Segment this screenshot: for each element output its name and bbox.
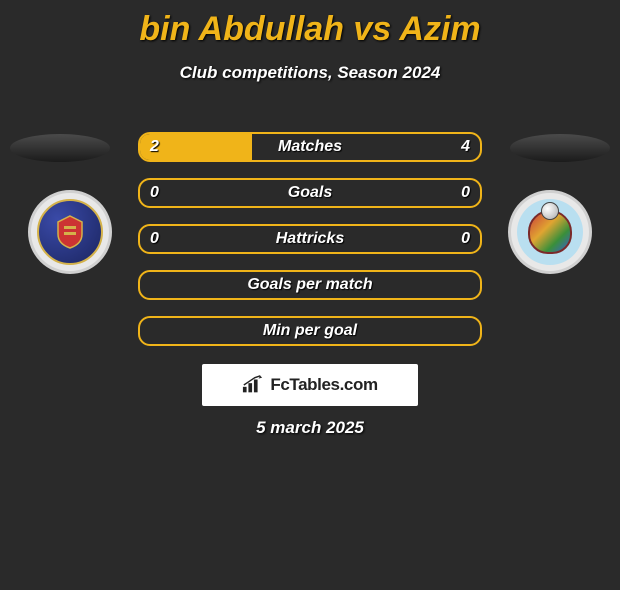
- footer-date: 5 march 2025: [0, 418, 620, 438]
- stat-row-min-per-goal: Min per goal: [138, 316, 482, 346]
- stats-panel: 2 Matches 4 0 Goals 0 0 Hattricks 0 Goal…: [138, 132, 482, 362]
- brand-text: FcTables.com: [270, 375, 377, 395]
- stat-row-hattricks: 0 Hattricks 0: [138, 224, 482, 254]
- stat-row-goals: 0 Goals 0: [138, 178, 482, 208]
- bar-chart-icon: [242, 375, 264, 395]
- crest-icon: [528, 210, 572, 254]
- page-title: bin Abdullah vs Azim: [0, 10, 620, 49]
- player-silhouette-right: [510, 134, 610, 162]
- stat-label: Goals: [140, 184, 480, 202]
- ball-icon: [541, 202, 559, 220]
- stat-row-matches: 2 Matches 4: [138, 132, 482, 162]
- branding: FcTables.com: [202, 364, 418, 406]
- stat-right-value: 4: [461, 138, 470, 156]
- shield-icon: [50, 212, 90, 252]
- stat-right-value: 0: [461, 230, 470, 248]
- team-logo-right: [500, 190, 600, 274]
- stat-label: Hattricks: [140, 230, 480, 248]
- player-silhouette-left: [10, 134, 110, 162]
- team-logo-left: [20, 190, 120, 274]
- stat-row-goals-per-match: Goals per match: [138, 270, 482, 300]
- stat-label: Min per goal: [140, 322, 480, 340]
- stat-right-value: 0: [461, 184, 470, 202]
- stat-label: Goals per match: [140, 276, 480, 294]
- subtitle: Club competitions, Season 2024: [0, 63, 620, 83]
- stat-label: Matches: [140, 138, 480, 156]
